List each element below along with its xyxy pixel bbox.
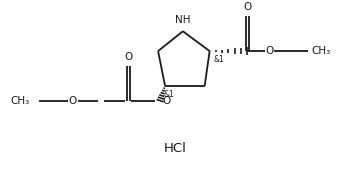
Text: CH₃: CH₃ bbox=[10, 96, 29, 106]
Text: HCl: HCl bbox=[164, 142, 186, 155]
Text: &1: &1 bbox=[163, 90, 174, 99]
Text: O: O bbox=[124, 52, 132, 62]
Text: O: O bbox=[69, 96, 77, 106]
Text: NH: NH bbox=[175, 15, 191, 25]
Text: &1: &1 bbox=[214, 55, 224, 64]
Text: CH₃: CH₃ bbox=[312, 46, 331, 56]
Text: O: O bbox=[162, 96, 170, 106]
Text: O: O bbox=[243, 2, 251, 12]
Text: O: O bbox=[265, 46, 273, 56]
